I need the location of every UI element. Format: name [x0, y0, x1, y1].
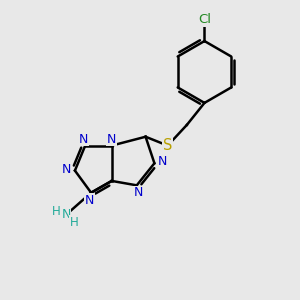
Text: Cl: Cl	[198, 14, 211, 26]
Text: H: H	[51, 205, 60, 218]
Text: H: H	[70, 216, 79, 229]
Text: S: S	[163, 138, 172, 153]
Text: N: N	[107, 133, 116, 146]
Text: N: N	[158, 155, 167, 168]
Text: N: N	[134, 186, 143, 199]
Text: N: N	[79, 133, 88, 146]
Text: N: N	[61, 208, 71, 221]
Text: N: N	[85, 194, 94, 207]
Text: N: N	[62, 163, 71, 176]
